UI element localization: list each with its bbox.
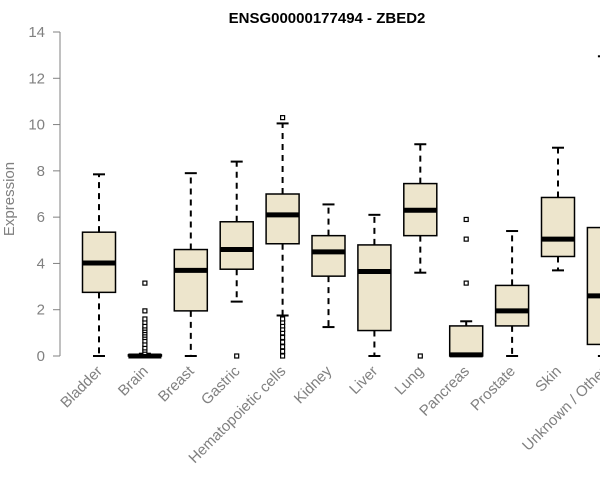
iqr-box bbox=[448, 325, 484, 357]
x-tick-label: Prostate bbox=[467, 363, 519, 415]
iqr-box bbox=[173, 248, 209, 312]
outlier-point bbox=[280, 353, 286, 359]
outlier-point bbox=[280, 339, 286, 345]
outlier-point bbox=[142, 308, 148, 314]
x-tick-label: Pancreas bbox=[416, 363, 473, 420]
iqr-box bbox=[219, 221, 254, 270]
y-tick-label: 0 bbox=[37, 348, 45, 365]
outlier-point bbox=[234, 353, 240, 359]
outlier-point bbox=[463, 216, 469, 223]
x-tick-label: Liver bbox=[346, 363, 381, 398]
outlier-point bbox=[280, 115, 286, 121]
x-tick-label: Bladder bbox=[57, 363, 106, 412]
boxes-group bbox=[81, 55, 600, 359]
box-6 bbox=[357, 213, 392, 357]
box-9 bbox=[494, 230, 530, 357]
y-tick-label: 2 bbox=[37, 302, 45, 319]
outlier-point bbox=[417, 353, 423, 359]
box-11 bbox=[586, 55, 600, 357]
x-tick-label: Lung bbox=[392, 363, 428, 399]
chart-title: ENSG00000177494 - ZBED2 bbox=[229, 10, 426, 27]
y-tick-label: 14 bbox=[28, 24, 45, 41]
iqr-box bbox=[494, 284, 530, 327]
y-tick-label: 12 bbox=[28, 70, 45, 87]
box-0 bbox=[81, 173, 117, 357]
iqr-box bbox=[311, 234, 346, 277]
box-10 bbox=[540, 146, 576, 272]
outlier-point bbox=[280, 334, 286, 341]
outlier-point bbox=[142, 316, 148, 322]
y-tick-label: 4 bbox=[37, 255, 45, 272]
x-tick-label: Kidney bbox=[291, 362, 336, 407]
y-tick-label: 6 bbox=[37, 209, 45, 226]
outlier-point bbox=[280, 316, 286, 322]
y-tick-label: 10 bbox=[28, 117, 45, 134]
iqr-box bbox=[540, 196, 576, 258]
iqr-box bbox=[357, 244, 392, 332]
box-5 bbox=[311, 203, 346, 329]
outlier-point bbox=[463, 280, 469, 286]
y-axis-label: Expression bbox=[1, 162, 18, 236]
outlier-point bbox=[463, 236, 469, 242]
iqr-box bbox=[265, 193, 300, 245]
outlier-point bbox=[280, 348, 286, 354]
x-tick-label: Skin bbox=[532, 363, 565, 396]
outlier-point bbox=[142, 280, 148, 286]
y-axis: 0 2 4 6 8 10 12 14 bbox=[28, 24, 61, 365]
box-1 bbox=[127, 280, 163, 359]
box-4 bbox=[265, 115, 300, 359]
x-tick-label: Gastric bbox=[198, 362, 244, 408]
box-7 bbox=[403, 143, 438, 359]
y-tick-label: 8 bbox=[37, 163, 45, 180]
box-3 bbox=[219, 160, 254, 359]
box-8 bbox=[448, 216, 484, 358]
outlier-point bbox=[280, 344, 286, 350]
x-tick-label: Breast bbox=[155, 362, 198, 405]
x-tick-label: Brain bbox=[115, 363, 152, 400]
iqr-box bbox=[586, 226, 600, 346]
box-2 bbox=[173, 172, 209, 357]
